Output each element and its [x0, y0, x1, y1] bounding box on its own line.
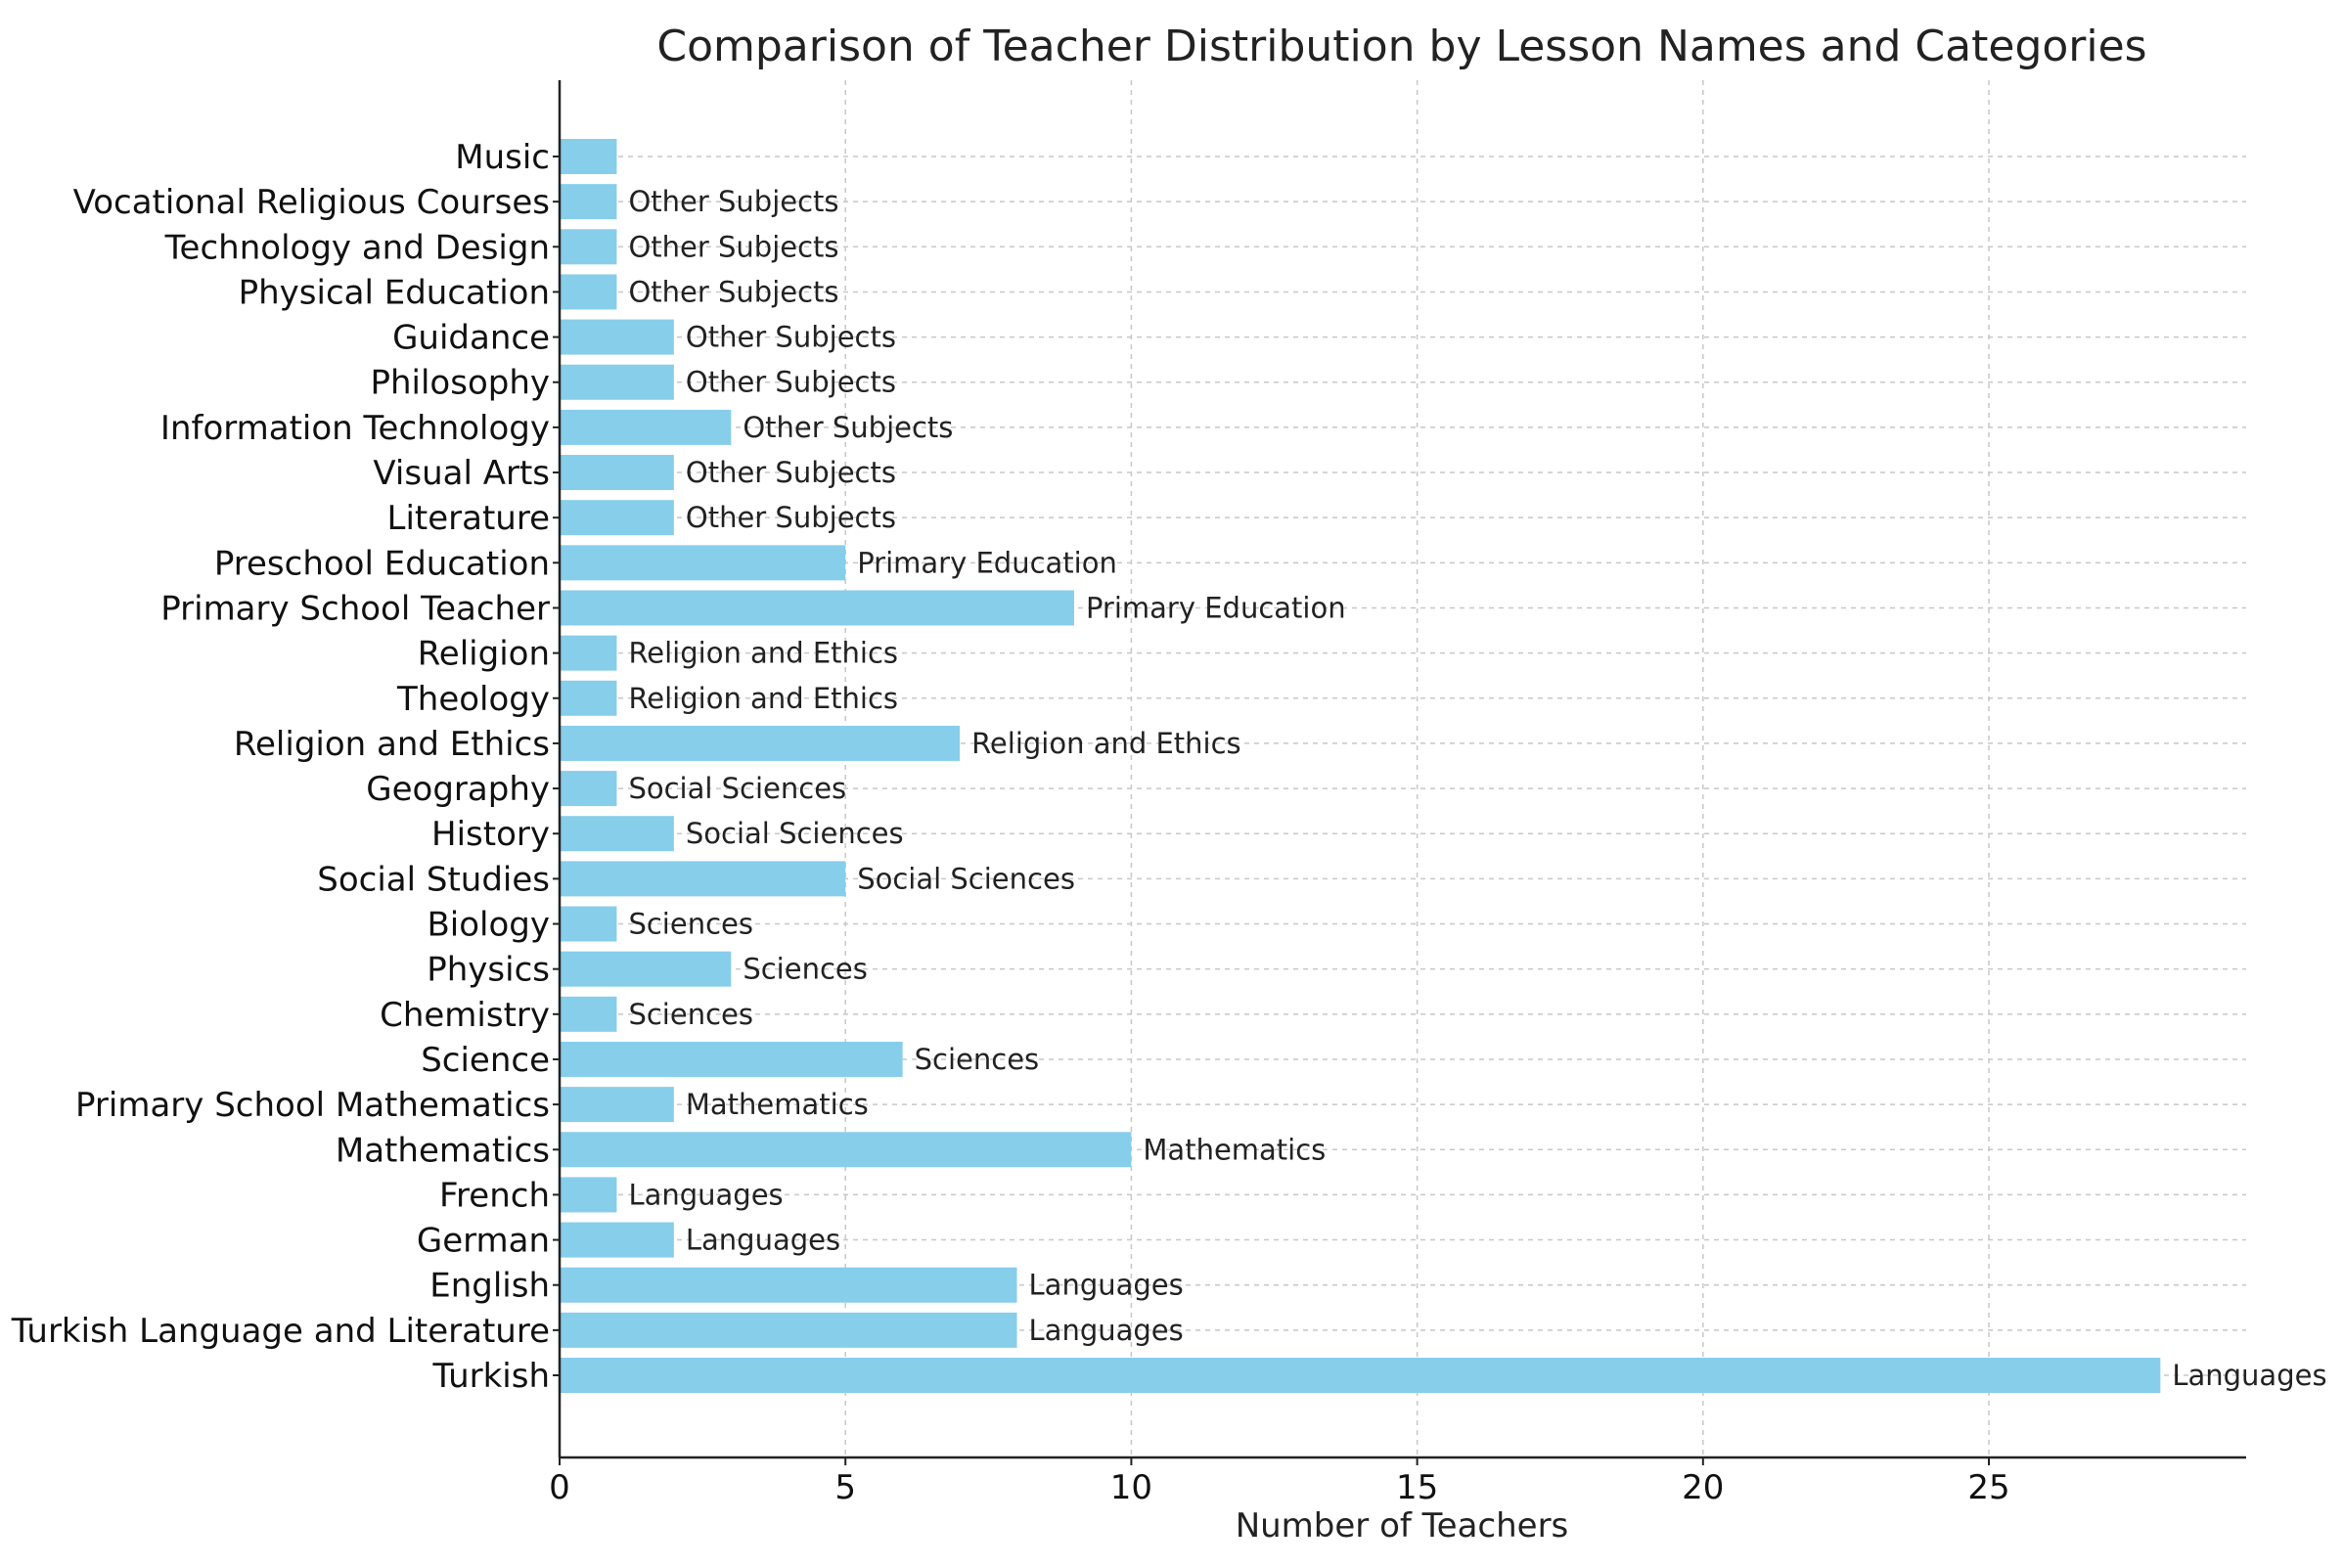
y-tick-label: Turkish [431, 1357, 550, 1396]
bar-category-label: Social Sciences [628, 772, 846, 805]
bar [560, 1267, 1017, 1303]
x-tick-label: 10 [1110, 1468, 1152, 1507]
bar-category-label: Languages [628, 1178, 783, 1211]
bar-category-label: Mathematics [686, 1088, 869, 1121]
bar [560, 274, 617, 310]
bar [560, 1177, 617, 1213]
y-tick-label: Physical Education [239, 273, 550, 312]
bar-category-label: Other Subjects [686, 501, 896, 534]
y-tick-label: Vocational Religious Courses [73, 183, 550, 222]
bar-category-label: Other Subjects [686, 321, 896, 354]
y-tick-label: Music [455, 138, 550, 177]
bar-category-label: Other Subjects [743, 411, 953, 444]
bar-category-label: Other Subjects [686, 456, 896, 489]
y-tick-label: Mathematics [336, 1131, 550, 1170]
bar-category-label: Other Subjects [628, 275, 838, 308]
bar [560, 229, 617, 265]
bar [560, 771, 617, 807]
bar [560, 951, 732, 987]
y-tick-label: Science [421, 1041, 550, 1080]
x-tick-label: 0 [549, 1468, 570, 1507]
y-tick-label: History [431, 815, 550, 854]
bars [560, 139, 2161, 1393]
y-tick-label: Chemistry [380, 996, 550, 1035]
bar-category-label: Other Subjects [628, 185, 838, 218]
bar-category-label: Languages [1029, 1314, 1184, 1347]
chart-title: Comparison of Teacher Distribution by Le… [656, 22, 2146, 71]
x-tick-label: 15 [1396, 1468, 1438, 1507]
bar-category-label: Primary Education [1086, 591, 1346, 624]
y-tick-label: German [417, 1222, 550, 1261]
y-tick-label: Primary School Teacher [160, 589, 550, 628]
x-axis-label: Number of Teachers [1236, 1506, 1569, 1546]
bar-category-label: Sciences [628, 998, 753, 1031]
y-tick-label: Geography [366, 770, 550, 809]
bar-category-label: Social Sciences [857, 862, 1075, 895]
bar-category-label: Sciences [743, 953, 868, 986]
y-tick-label: Philosophy [370, 364, 550, 403]
bar-category-label: Religion and Ethics [971, 727, 1241, 760]
x-axis-ticks: 0 5 10 15 20 25 [549, 1457, 2010, 1507]
bar-category-label: Languages [1029, 1269, 1184, 1302]
y-tick-label: Technology and Design [164, 228, 550, 267]
y-tick-label: Primary School Mathematics [75, 1086, 550, 1125]
y-tick-label: Physics [427, 951, 550, 990]
bar [560, 680, 617, 716]
bar [560, 996, 617, 1032]
y-tick-label: Biology [427, 906, 550, 945]
y-tick-label: Social Studies [317, 860, 550, 899]
y-tick-label: Religion and Ethics [234, 725, 550, 764]
x-tick-label: 25 [1967, 1468, 2009, 1507]
bar [560, 725, 961, 761]
bar-category-label: Languages [686, 1224, 840, 1257]
bar [560, 1358, 2161, 1393]
bar-category-label: Languages [2172, 1359, 2326, 1392]
y-tick-label: French [439, 1176, 550, 1215]
bar [560, 184, 617, 220]
x-tick-label: 5 [834, 1468, 856, 1507]
bar [560, 861, 846, 897]
bar [560, 364, 674, 400]
bar-category-label: Sciences [915, 1043, 1040, 1076]
bar-category-label: Other Subjects [628, 230, 838, 263]
bar-category-label: Religion and Ethics [628, 682, 898, 715]
y-tick-label: English [429, 1267, 550, 1306]
bar [560, 1312, 1017, 1348]
bar-category-label: Religion and Ethics [628, 637, 898, 670]
bar-category-label: Other Subjects [686, 366, 896, 399]
bar [560, 409, 732, 445]
y-tick-label: Visual Arts [373, 454, 550, 493]
y-tick-label: Information Technology [160, 409, 550, 448]
y-tick-label: Literature [387, 499, 550, 538]
y-tick-label: Guidance [392, 319, 550, 358]
y-tick-label: Turkish Language and Literature [11, 1312, 550, 1351]
bar [560, 590, 1074, 626]
bar [560, 500, 674, 536]
bar [560, 139, 617, 174]
bar-labels: Languages Languages Languages Languages Lang… [628, 185, 2326, 1392]
y-tick-label: Preschool Education [214, 544, 550, 583]
bar [560, 1087, 674, 1123]
y-axis-categories: Turkish Turkish Language and Literature En… [11, 138, 560, 1396]
bar [560, 1222, 674, 1258]
bar [560, 816, 674, 852]
bar-category-label: Sciences [628, 908, 753, 941]
bar [560, 906, 617, 942]
bar-category-label: Social Sciences [686, 817, 904, 850]
bar [560, 455, 674, 491]
y-tick-label: Religion [418, 635, 550, 674]
bar [560, 1132, 1132, 1168]
y-tick-label: Theology [396, 680, 550, 719]
bar [560, 635, 617, 671]
grid-lines [559, 80, 2246, 1457]
x-tick-label: 20 [1682, 1468, 1724, 1507]
bar [560, 319, 674, 355]
bar-category-label: Primary Education [857, 546, 1117, 579]
bar [560, 1041, 903, 1077]
bar [560, 545, 846, 581]
bar-category-label: Mathematics [1143, 1133, 1326, 1166]
